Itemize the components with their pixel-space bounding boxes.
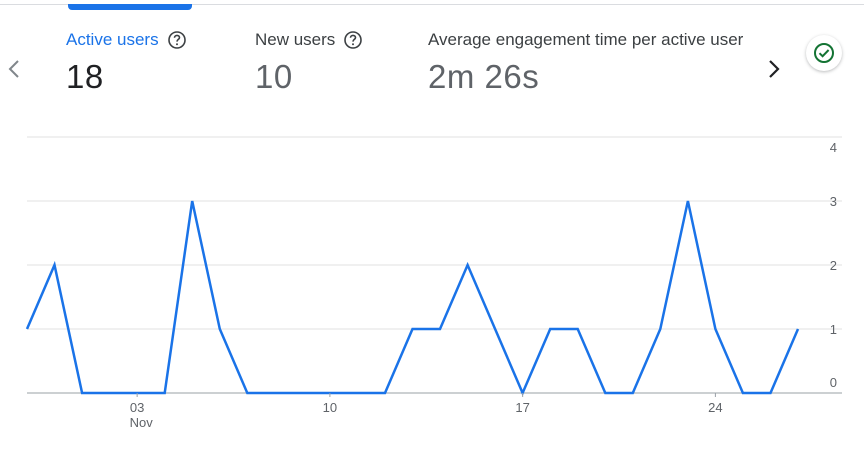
x-tick-label: 03 — [130, 400, 144, 415]
next-metrics-button[interactable] — [760, 52, 788, 86]
status-check-button[interactable] — [806, 35, 842, 71]
metric-value: 2m 26s — [428, 58, 540, 95]
x-tick-label: 10 — [323, 400, 337, 415]
prev-metrics-button[interactable] — [0, 52, 28, 86]
help-circle-icon[interactable] — [343, 30, 363, 50]
y-tick-label: 0 — [830, 375, 837, 390]
chevron-left-icon — [8, 60, 19, 78]
metric-new-users[interactable]: New users 10 — [255, 30, 363, 96]
x-tick-sublabel: Nov — [130, 415, 154, 430]
metric-active-users[interactable]: Active users 18 — [66, 30, 187, 96]
series-line-active-users — [25, 200, 800, 397]
y-tick-label: 4 — [830, 140, 837, 155]
y-tick-label: 1 — [830, 322, 837, 337]
y-tick-label: 2 — [830, 258, 837, 273]
metric-label: New users — [255, 30, 336, 49]
y-tick-label: 3 — [830, 194, 837, 209]
active-tab-indicator — [68, 4, 192, 10]
metric-avg-engagement-time[interactable]: Average engagement time per active user … — [428, 30, 752, 96]
x-tick-label: 24 — [708, 400, 722, 415]
x-tick-label: 17 — [515, 400, 529, 415]
help-circle-icon[interactable] — [167, 30, 187, 50]
check-circle-icon — [814, 43, 834, 63]
metric-label: Average engagement time per active user — [428, 30, 744, 49]
metric-label: Active users — [66, 30, 159, 49]
metric-value: 10 — [255, 58, 293, 95]
metric-value: 18 — [66, 58, 104, 95]
card-top-border — [0, 4, 864, 5]
chevron-right-icon — [769, 60, 780, 78]
